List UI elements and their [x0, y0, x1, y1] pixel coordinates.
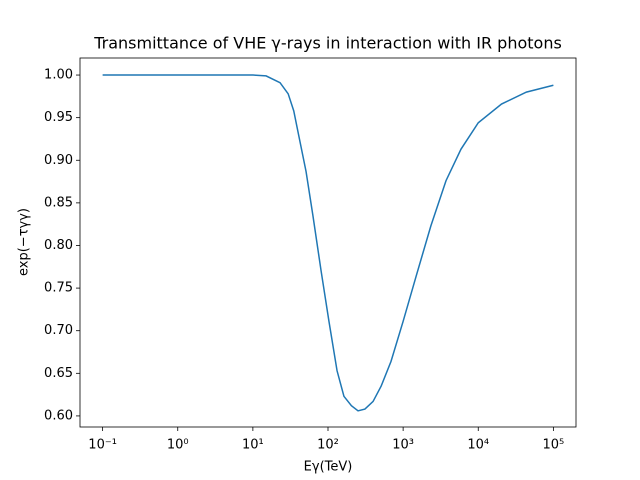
y-tick-label: 0.75	[44, 281, 73, 296]
x-tick-label: 10⁵	[543, 438, 565, 453]
x-tick-label: 10⁴	[467, 438, 489, 453]
y-tick-label: 1.00	[44, 68, 73, 83]
y-tick-label: 0.80	[44, 238, 73, 253]
y-tick-label: 0.70	[44, 323, 73, 338]
y-tick-label: 0.65	[44, 366, 73, 381]
y-tick-label: 0.95	[44, 110, 73, 125]
x-tick-label: 10⁰	[167, 438, 189, 453]
y-tick-label: 0.90	[44, 153, 73, 168]
chart-title: Transmittance of VHE γ-rays in interacti…	[93, 34, 562, 53]
y-axis-label: exp(−τγγ)	[17, 208, 32, 276]
x-tick-label: 10⁻¹	[88, 438, 117, 453]
x-tick-label: 10¹	[242, 438, 264, 453]
x-tick-label: 10³	[392, 438, 414, 453]
y-tick-label: 0.60	[44, 408, 73, 423]
plot-frame	[79, 57, 577, 428]
y-tick-label: 0.85	[44, 195, 73, 210]
data-line	[102, 74, 554, 412]
x-tick-label: 10²	[317, 438, 339, 453]
x-axis-label: Eγ(TeV)	[304, 460, 353, 475]
